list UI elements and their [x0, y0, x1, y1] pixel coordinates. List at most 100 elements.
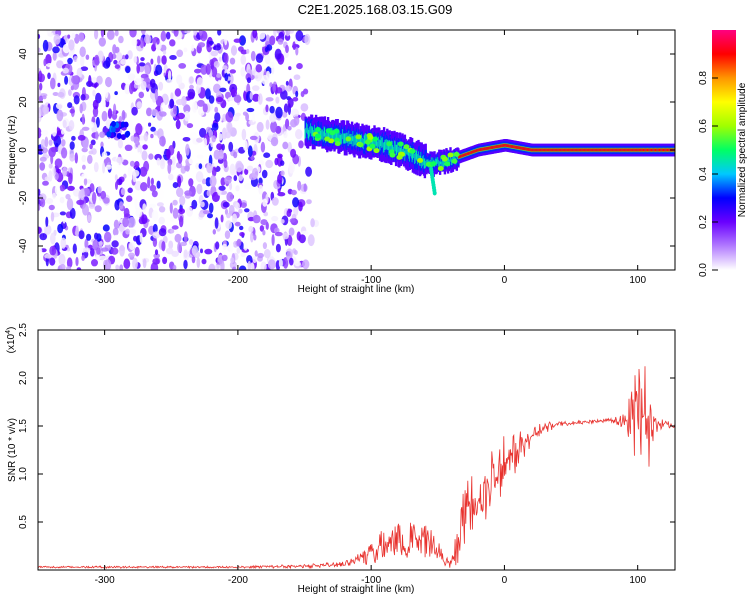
noise-blob [172, 264, 177, 270]
noise-blob [247, 260, 252, 270]
x-tick-label: -100 [361, 275, 381, 286]
noise-blob [263, 152, 271, 158]
spectrogram-heatmap [38, 30, 675, 270]
noise-blob [249, 91, 253, 100]
noise-blob [124, 144, 133, 151]
noise-blob [196, 77, 204, 88]
noise-blob [212, 229, 216, 235]
noise-blob [76, 57, 81, 66]
noise-blob [150, 177, 154, 186]
noise-blob [269, 61, 275, 69]
noise-blob [123, 173, 127, 179]
page-title: C2E1.2025.168.03.15.G09 [297, 2, 453, 17]
noise-blob [106, 131, 112, 138]
x-tick-label: 0 [502, 575, 508, 586]
noise-blob [87, 214, 92, 222]
noise-blob [246, 77, 252, 84]
noise-blob [198, 30, 203, 36]
noise-blob [118, 35, 124, 44]
noise-blob [140, 80, 147, 91]
noise-blob [204, 248, 213, 255]
y-tick-label: 2.5 [18, 323, 29, 337]
noise-blob [263, 212, 269, 217]
noise-blob [51, 126, 57, 137]
noise-blob [182, 30, 191, 34]
noise-blob [244, 208, 250, 213]
noise-blob [291, 240, 300, 246]
noise-blob [218, 185, 226, 191]
noise-blob [38, 34, 41, 39]
noise-blob [235, 202, 241, 210]
noise-blob [67, 57, 73, 65]
ridge-blob [369, 143, 376, 149]
noise-blob [117, 139, 123, 149]
noise-blob [152, 223, 158, 234]
noise-blob [45, 54, 52, 66]
noise-blob [166, 78, 173, 84]
noise-blob [224, 176, 232, 184]
noise-blob [96, 247, 101, 255]
noise-blob [38, 88, 42, 98]
noise-blob [269, 82, 273, 88]
noise-blob [173, 30, 179, 37]
noise-blob [116, 178, 123, 186]
noise-blob [198, 211, 205, 218]
noise-blob [236, 247, 241, 254]
noise-blob [251, 167, 259, 180]
noise-blob [137, 151, 141, 160]
noise-blob [129, 82, 134, 95]
noise-blob [270, 136, 279, 147]
noise-blob [243, 241, 248, 251]
noise-blob [102, 224, 110, 232]
noise-blob [42, 39, 49, 52]
noise-blob [191, 256, 196, 264]
noise-blob [112, 44, 117, 55]
noise-blob [252, 113, 256, 123]
noise-blob [115, 264, 120, 270]
noise-blob [291, 108, 300, 118]
noise-blob [211, 166, 217, 177]
noise-blob [69, 207, 76, 219]
noise-blob [100, 30, 105, 38]
noise-blob [275, 243, 281, 253]
noise-blob [132, 257, 138, 270]
noise-blob [255, 53, 264, 63]
noise-blob [172, 199, 178, 206]
noise-blob [53, 34, 61, 45]
noise-blob [285, 30, 291, 37]
noise-blob [38, 127, 42, 139]
noise-blob [205, 88, 211, 100]
noise-blob [128, 252, 135, 258]
noise-blob [244, 183, 252, 190]
noise-blob [38, 188, 41, 196]
noise-blob [259, 225, 265, 232]
noise-blob [215, 241, 220, 250]
noise-blob [240, 67, 246, 77]
noise-blob [134, 198, 138, 210]
noise-blob [183, 231, 188, 243]
noise-blob [116, 52, 123, 61]
noise-blob [91, 76, 97, 84]
noise-blob [44, 253, 52, 259]
ridge-blob [314, 133, 321, 139]
noise-blob [82, 164, 86, 170]
noise-blob [150, 133, 154, 139]
noise-blob [123, 121, 129, 128]
noise-blob [101, 110, 108, 122]
noise-blob [90, 248, 95, 257]
noise-blob [125, 130, 131, 137]
noise-blob [200, 248, 203, 254]
noise-blob [171, 225, 179, 230]
noise-blob [48, 204, 55, 211]
noise-blob [236, 238, 242, 247]
noise-blob [49, 257, 56, 266]
snr-axes: -300 -200 -100 0 100 0.5 1.0 1.5 2.0 2.5 [18, 323, 675, 586]
noise-blob [209, 175, 217, 187]
y-tick-label: 0 [18, 147, 29, 153]
noise-blob [151, 210, 159, 222]
noise-blob [310, 218, 315, 228]
noise-blob [211, 122, 219, 131]
noise-blob [113, 219, 119, 230]
noise-blob [238, 208, 243, 214]
noise-blob [150, 126, 156, 132]
